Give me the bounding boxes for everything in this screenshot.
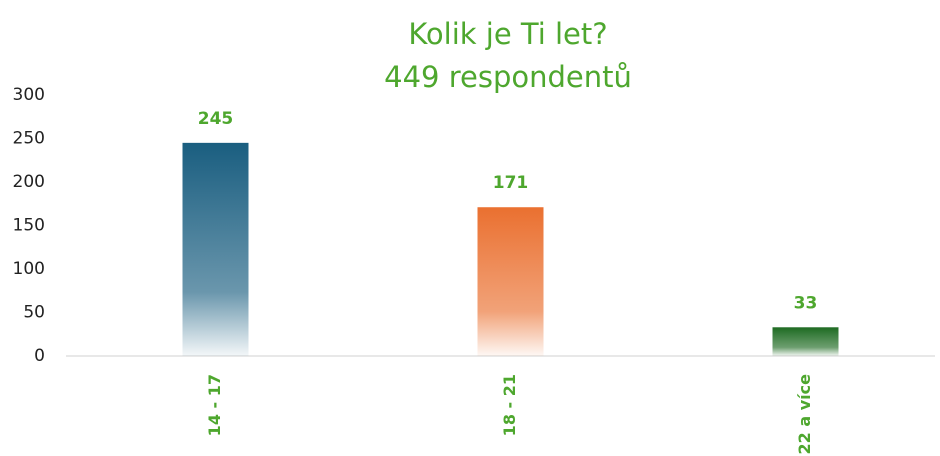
x-tick-label: 18 - 21 [500,374,519,436]
x-tick-label: 14 - 17 [205,374,224,436]
data-label: 245 [198,109,234,129]
y-tick-label: 50 [23,303,45,323]
data-label: 33 [794,293,818,313]
bar [477,207,544,356]
chart-subtitle: 449 respondentů [384,60,632,94]
data-label: 171 [493,173,529,193]
y-tick-label: 250 [13,129,45,149]
x-tick-label: 22 a více [795,374,814,455]
y-tick-label: 300 [13,85,45,105]
y-tick-label: 150 [13,216,45,236]
bar [182,142,249,356]
y-tick-label: 200 [13,172,45,192]
bar [772,327,839,356]
y-tick-label: 0 [34,346,45,366]
y-tick-label: 100 [13,259,45,279]
chart-title: Kolik je Ti let? [408,17,607,51]
